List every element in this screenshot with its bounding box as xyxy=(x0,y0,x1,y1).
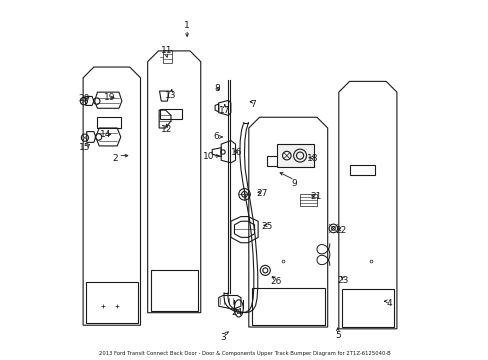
Text: 18: 18 xyxy=(306,154,318,163)
Text: 26: 26 xyxy=(269,276,281,285)
Text: 9: 9 xyxy=(291,179,297,188)
Bar xyxy=(266,156,291,166)
Text: 8: 8 xyxy=(214,84,220,93)
Text: 2: 2 xyxy=(112,154,117,163)
Text: 1: 1 xyxy=(184,21,190,30)
Text: 13: 13 xyxy=(165,91,176,100)
Text: 12: 12 xyxy=(160,125,172,134)
Bar xyxy=(150,270,198,311)
Text: 24: 24 xyxy=(230,308,242,317)
Text: 5: 5 xyxy=(334,332,340,341)
Text: 11: 11 xyxy=(160,46,172,55)
Text: 3: 3 xyxy=(220,333,225,342)
Bar xyxy=(251,288,324,325)
Text: 27: 27 xyxy=(256,189,267,198)
Text: 7: 7 xyxy=(250,100,256,109)
Bar xyxy=(97,117,121,128)
Text: 6: 6 xyxy=(212,132,218,141)
Text: 16: 16 xyxy=(230,148,242,157)
Bar xyxy=(163,50,172,63)
Text: 22: 22 xyxy=(335,226,346,235)
Bar xyxy=(341,289,393,327)
Bar xyxy=(86,282,137,323)
Text: 2013 Ford Transit Connect Back Door - Door & Components Upper Track Bumper Diagr: 2013 Ford Transit Connect Back Door - Do… xyxy=(99,351,389,356)
Text: 23: 23 xyxy=(337,276,348,285)
Text: 15: 15 xyxy=(79,143,90,152)
Text: 4: 4 xyxy=(386,299,392,308)
Text: 25: 25 xyxy=(261,222,272,231)
Text: 19: 19 xyxy=(103,93,115,102)
Bar xyxy=(300,194,317,206)
Text: 21: 21 xyxy=(310,192,321,201)
Text: 10: 10 xyxy=(203,152,214,161)
Text: 14: 14 xyxy=(100,130,111,139)
Bar xyxy=(276,144,314,167)
Bar xyxy=(160,109,182,119)
Bar xyxy=(349,165,374,175)
Text: 20: 20 xyxy=(78,94,89,103)
Text: 17: 17 xyxy=(219,105,230,114)
